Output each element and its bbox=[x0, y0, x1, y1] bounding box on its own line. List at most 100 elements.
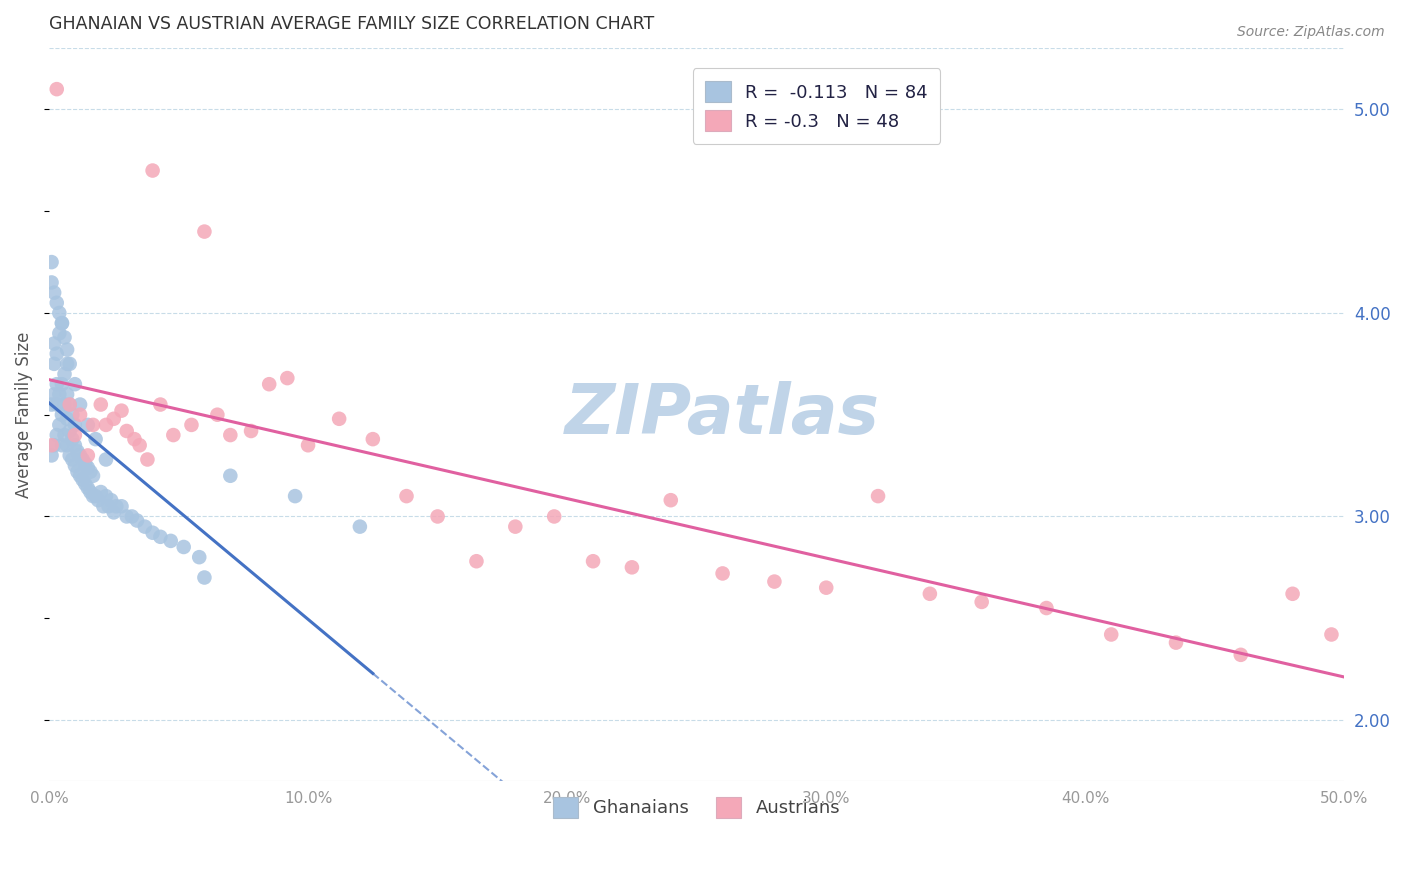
Point bbox=[105, 500, 128, 514]
Point bbox=[1320, 627, 1343, 641]
Point bbox=[136, 452, 159, 467]
Text: ZIPatlas: ZIPatlas bbox=[565, 381, 880, 448]
Point bbox=[110, 403, 132, 417]
Point bbox=[349, 519, 371, 533]
Point bbox=[59, 424, 82, 438]
Point bbox=[159, 533, 181, 548]
Point bbox=[90, 485, 112, 500]
Point bbox=[41, 438, 63, 452]
Point bbox=[56, 357, 79, 371]
Text: Source: ZipAtlas.com: Source: ZipAtlas.com bbox=[1237, 25, 1385, 39]
Point bbox=[76, 460, 98, 475]
Point bbox=[45, 377, 67, 392]
Point bbox=[193, 225, 215, 239]
Point bbox=[90, 398, 112, 412]
Point bbox=[763, 574, 786, 589]
Point bbox=[180, 417, 202, 432]
Point bbox=[361, 432, 384, 446]
Point bbox=[149, 530, 172, 544]
Point bbox=[93, 500, 115, 514]
Point bbox=[51, 316, 73, 330]
Point bbox=[56, 438, 79, 452]
Point bbox=[41, 255, 63, 269]
Point bbox=[94, 489, 117, 503]
Point bbox=[45, 82, 67, 96]
Point bbox=[75, 476, 97, 491]
Point bbox=[53, 398, 76, 412]
Point bbox=[63, 458, 86, 473]
Point bbox=[41, 449, 63, 463]
Point bbox=[66, 465, 89, 479]
Point bbox=[100, 493, 122, 508]
Point bbox=[69, 449, 91, 463]
Point bbox=[59, 398, 82, 412]
Point bbox=[711, 566, 734, 581]
Point bbox=[53, 330, 76, 344]
Point bbox=[815, 581, 838, 595]
Point bbox=[103, 411, 125, 425]
Point bbox=[41, 276, 63, 290]
Point bbox=[465, 554, 488, 568]
Point bbox=[44, 438, 66, 452]
Point bbox=[56, 387, 79, 401]
Point bbox=[1035, 601, 1057, 615]
Point bbox=[87, 493, 110, 508]
Point bbox=[51, 438, 73, 452]
Point bbox=[45, 428, 67, 442]
Point bbox=[45, 346, 67, 360]
Point bbox=[48, 387, 70, 401]
Point bbox=[63, 377, 86, 392]
Point bbox=[1281, 587, 1303, 601]
Point bbox=[66, 444, 89, 458]
Point bbox=[84, 489, 107, 503]
Point bbox=[207, 408, 229, 422]
Point bbox=[63, 428, 86, 442]
Point bbox=[69, 398, 91, 412]
Point bbox=[63, 417, 86, 432]
Point bbox=[128, 438, 150, 452]
Point bbox=[124, 432, 146, 446]
Point bbox=[56, 343, 79, 357]
Point bbox=[79, 485, 101, 500]
Point bbox=[659, 493, 682, 508]
Point bbox=[395, 489, 418, 503]
Point bbox=[72, 452, 94, 467]
Point bbox=[505, 519, 527, 533]
Point bbox=[162, 428, 184, 442]
Point bbox=[51, 408, 73, 422]
Point bbox=[79, 465, 101, 479]
Point bbox=[60, 408, 83, 422]
Y-axis label: Average Family Size: Average Family Size bbox=[15, 332, 32, 498]
Point bbox=[72, 473, 94, 487]
Point bbox=[53, 428, 76, 442]
Point bbox=[75, 457, 97, 471]
Point bbox=[115, 424, 138, 438]
Point bbox=[63, 438, 86, 452]
Point bbox=[240, 424, 263, 438]
Point bbox=[51, 316, 73, 330]
Point bbox=[76, 417, 98, 432]
Point bbox=[76, 449, 98, 463]
Point bbox=[426, 509, 449, 524]
Point bbox=[60, 432, 83, 446]
Point bbox=[188, 550, 211, 565]
Point bbox=[59, 449, 82, 463]
Point bbox=[82, 489, 104, 503]
Point bbox=[149, 398, 172, 412]
Point bbox=[59, 357, 82, 371]
Point bbox=[94, 417, 117, 432]
Point bbox=[328, 411, 350, 425]
Point bbox=[97, 500, 120, 514]
Point bbox=[82, 468, 104, 483]
Point bbox=[1229, 648, 1251, 662]
Point bbox=[45, 398, 67, 412]
Point bbox=[543, 509, 565, 524]
Point bbox=[276, 371, 298, 385]
Point bbox=[173, 540, 195, 554]
Point bbox=[134, 519, 156, 533]
Point bbox=[69, 408, 91, 422]
Point bbox=[918, 587, 941, 601]
Point bbox=[53, 367, 76, 381]
Point bbox=[970, 595, 993, 609]
Point bbox=[1164, 635, 1187, 649]
